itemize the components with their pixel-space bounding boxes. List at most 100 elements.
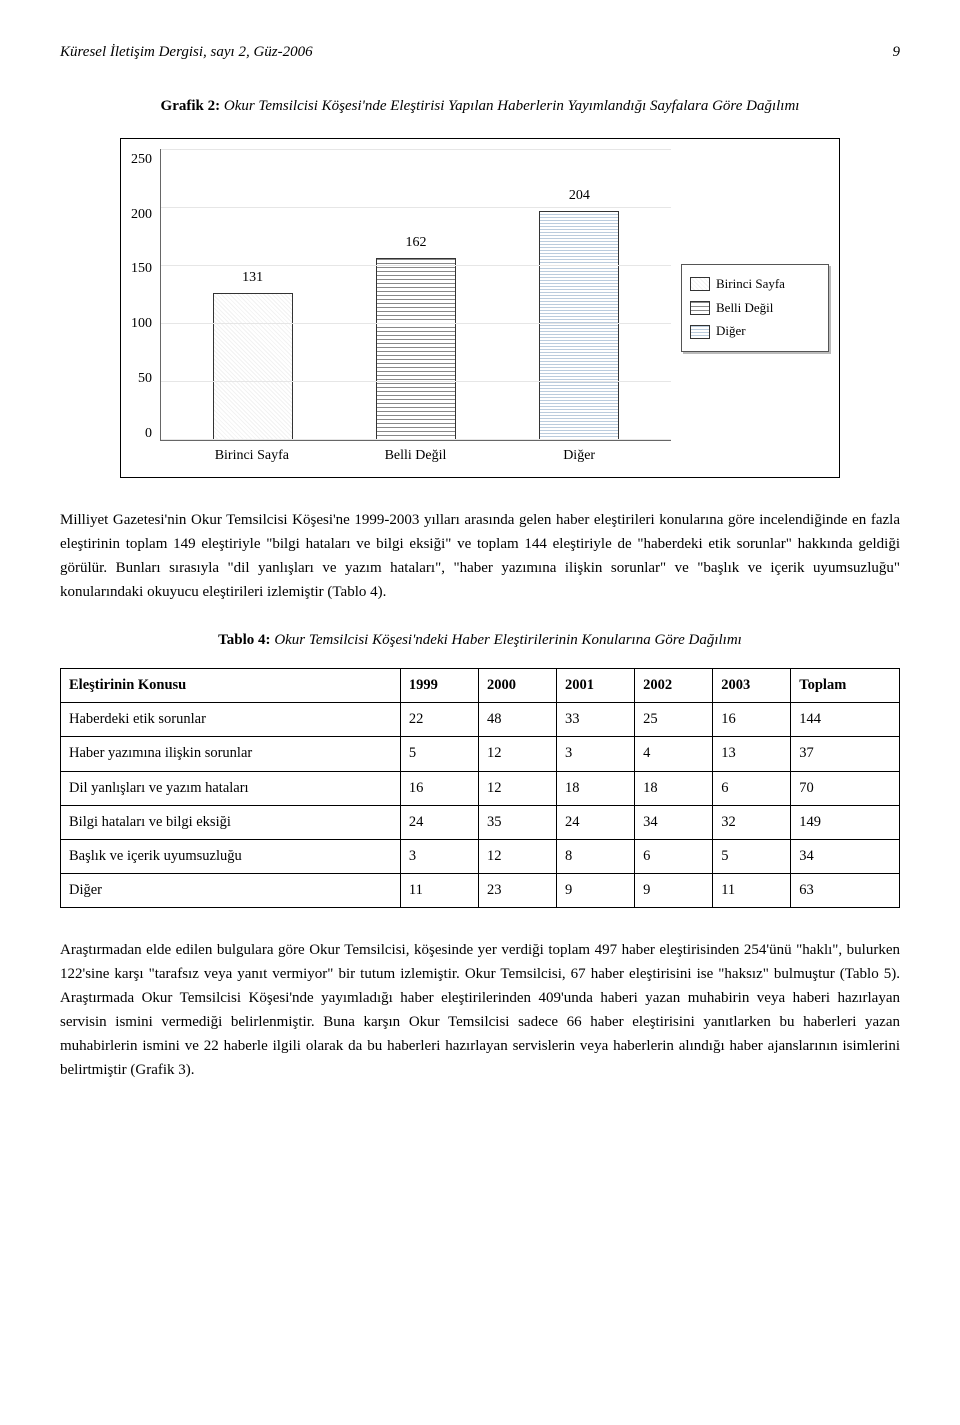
table-row: Diğer1123991163 — [61, 874, 900, 908]
data-table: Eleştirinin Konusu 1999 2000 2001 2002 2… — [60, 668, 900, 908]
table-cell: 37 — [791, 737, 900, 771]
table-cell: 16 — [713, 703, 791, 737]
table-cell: 12 — [478, 771, 556, 805]
y-tick: 150 — [131, 258, 152, 280]
table-cell: 25 — [635, 703, 713, 737]
legend-label: Birinci Sayfa — [716, 274, 785, 295]
table-cell: Dil yanlışları ve yazım hataları — [61, 771, 401, 805]
table-cell: 149 — [791, 805, 900, 839]
y-tick: 0 — [145, 423, 152, 445]
legend: Birinci Sayfa Belli Değil Diğer — [681, 264, 829, 352]
chart-container: 250 200 150 100 50 0 131 162 — [120, 138, 840, 478]
table-cell: Başlık ve içerik uyumsuzluğu — [61, 839, 401, 873]
bar — [376, 258, 456, 439]
bar-value-label: 204 — [569, 185, 590, 207]
legend-label: Belli Değil — [716, 298, 773, 319]
table-cell: 5 — [713, 839, 791, 873]
table-cell: 18 — [557, 771, 635, 805]
chart-title: Grafik 2: Okur Temsilcisi Köşesi'nde Ele… — [60, 94, 900, 118]
table-header-cell: Eleştirinin Konusu — [61, 669, 401, 703]
y-axis: 250 200 150 100 50 0 — [131, 149, 160, 467]
table-header-cell: 2000 — [478, 669, 556, 703]
table-cell: 24 — [557, 805, 635, 839]
table-cell: 18 — [635, 771, 713, 805]
table-cell: 34 — [635, 805, 713, 839]
legend-item: Belli Değil — [690, 298, 820, 319]
page-header: Küresel İletişim Dergisi, sayı 2, Güz-20… — [60, 40, 900, 64]
x-tick-label: Diğer — [519, 445, 639, 467]
table-row: Haber yazımına ilişkin sorunlar512341337 — [61, 737, 900, 771]
table-cell: 11 — [713, 874, 791, 908]
journal-name: Küresel İletişim Dergisi, sayı 2, Güz-20… — [60, 40, 313, 64]
plot-area: 131 162 204 — [160, 149, 671, 441]
table-cell: Haberdeki etik sorunlar — [61, 703, 401, 737]
table-cell: Haber yazımına ilişkin sorunlar — [61, 737, 401, 771]
page-number: 9 — [893, 40, 901, 64]
table-cell: 144 — [791, 703, 900, 737]
table-row: Başlık ve içerik uyumsuzluğu31286534 — [61, 839, 900, 873]
table-header-cell: 1999 — [400, 669, 478, 703]
table-cell: 63 — [791, 874, 900, 908]
table-header-cell: 2001 — [557, 669, 635, 703]
table-title-text: Okur Temsilcisi Köşesi'ndeki Haber Eleşt… — [271, 632, 742, 648]
table-cell: 5 — [400, 737, 478, 771]
table-row: Bilgi hataları ve bilgi eksiği2435243432… — [61, 805, 900, 839]
legend-item: Diğer — [690, 321, 820, 342]
chart-title-label: Grafik 2: — [161, 98, 221, 114]
table-cell: 9 — [557, 874, 635, 908]
y-tick: 50 — [138, 368, 152, 390]
table-cell: 23 — [478, 874, 556, 908]
table-cell: 16 — [400, 771, 478, 805]
table-header-row: Eleştirinin Konusu 1999 2000 2001 2002 2… — [61, 669, 900, 703]
table-cell: Bilgi hataları ve bilgi eksiği — [61, 805, 401, 839]
table-cell: 8 — [557, 839, 635, 873]
table-cell: 24 — [400, 805, 478, 839]
table-cell: 70 — [791, 771, 900, 805]
table-row: Dil yanlışları ve yazım hataları16121818… — [61, 771, 900, 805]
y-tick: 100 — [131, 313, 152, 335]
table-row: Haberdeki etik sorunlar2248332516144 — [61, 703, 900, 737]
table-cell: Diğer — [61, 874, 401, 908]
table-title-label: Tablo 4: — [218, 632, 270, 648]
legend-item: Birinci Sayfa — [690, 274, 820, 295]
table-cell: 33 — [557, 703, 635, 737]
y-tick: 250 — [131, 149, 152, 171]
chart-title-text: Okur Temsilcisi Köşesi'nde Eleştirisi Ya… — [220, 98, 799, 114]
table-cell: 6 — [635, 839, 713, 873]
table-cell: 3 — [557, 737, 635, 771]
legend-swatch-icon — [690, 301, 710, 315]
x-tick-label: Birinci Sayfa — [192, 445, 312, 467]
table-header-cell: 2002 — [635, 669, 713, 703]
y-tick: 200 — [131, 204, 152, 226]
bar-group: 204 — [519, 185, 639, 440]
legend-swatch-icon — [690, 325, 710, 339]
bar — [213, 293, 293, 440]
x-tick-label: Belli Değil — [355, 445, 475, 467]
table-cell: 48 — [478, 703, 556, 737]
table-cell: 12 — [478, 737, 556, 771]
table-cell: 34 — [791, 839, 900, 873]
legend-label: Diğer — [716, 321, 746, 342]
bar-value-label: 162 — [405, 232, 426, 254]
table-cell: 6 — [713, 771, 791, 805]
table-cell: 3 — [400, 839, 478, 873]
table-title: Tablo 4: Okur Temsilcisi Köşesi'ndeki Ha… — [60, 628, 900, 652]
body-paragraph: Milliyet Gazetesi'nin Okur Temsilcisi Kö… — [60, 508, 900, 604]
table-cell: 11 — [400, 874, 478, 908]
table-cell: 13 — [713, 737, 791, 771]
legend-swatch-icon — [690, 277, 710, 291]
table-cell: 4 — [635, 737, 713, 771]
table-cell: 35 — [478, 805, 556, 839]
table-header-cell: Toplam — [791, 669, 900, 703]
bar — [539, 211, 619, 439]
bar-group: 131 — [193, 267, 313, 440]
x-axis: Birinci Sayfa Belli Değil Diğer — [160, 441, 671, 467]
table-cell: 22 — [400, 703, 478, 737]
table-cell: 12 — [478, 839, 556, 873]
body-paragraph: Araştırmadan elde edilen bulgulara göre … — [60, 938, 900, 1082]
table-header-cell: 2003 — [713, 669, 791, 703]
bar-value-label: 131 — [242, 267, 263, 289]
bar-group: 162 — [356, 232, 476, 440]
table-cell: 32 — [713, 805, 791, 839]
table-cell: 9 — [635, 874, 713, 908]
